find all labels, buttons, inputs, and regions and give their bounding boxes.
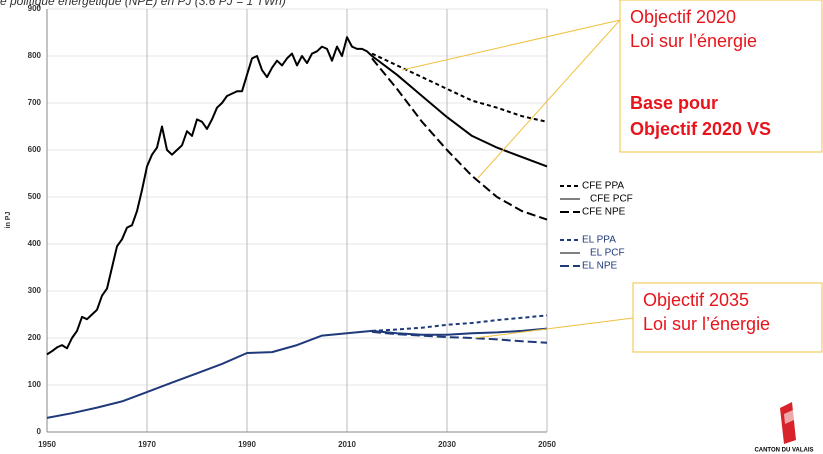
legend-label: CFE PCF [590, 194, 633, 205]
annotation-text: Objectif 2020 [630, 7, 736, 27]
x-tick-label: 2050 [538, 440, 556, 449]
annotation-text: Loi sur l’énergie [630, 31, 757, 51]
logo: CANTON DU VALAIS [754, 402, 814, 454]
legend-label: EL PCF [590, 248, 625, 259]
legend-label: EL NPE [582, 261, 618, 272]
legend-label: CFE PPA [582, 181, 624, 192]
y-tick-label: 300 [28, 286, 42, 295]
annotation-arrow [474, 317, 634, 339]
series-line [371, 57, 548, 221]
y-tick-label: 500 [28, 192, 42, 201]
x-tick-label: 2030 [438, 440, 456, 449]
y-tick-label: 900 [28, 4, 42, 13]
annotation-text: Loi sur l’énergie [643, 314, 770, 334]
series-line [371, 330, 548, 344]
logo-shield [780, 402, 796, 444]
y-tick-label: 800 [28, 51, 42, 60]
y-tick-label: 700 [28, 98, 42, 107]
annotation-arrow [477, 19, 621, 179]
annotation-box [619, 0, 823, 153]
x-tick-label: 2010 [338, 440, 356, 449]
legend-label: CFE NPE [582, 207, 626, 218]
annotation-bold-text: Objectif 2020 VS [630, 119, 771, 139]
y-tick-label: 600 [28, 145, 42, 154]
annotation-box [632, 282, 823, 353]
annotation-text: Objectif 2035 [643, 290, 749, 310]
series-line [46, 327, 548, 419]
y-tick-label: 100 [28, 380, 42, 389]
chart-title: e politique énergétique (NPE) en PJ (3.6… [0, 0, 286, 8]
annotation-bold-text: Base pour [630, 93, 718, 113]
series-line [46, 36, 548, 356]
legend-label: EL PPA [582, 235, 616, 246]
x-tick-label: 1990 [238, 440, 256, 449]
logo-text: CANTON DU VALAIS [754, 448, 813, 454]
y-tick-label: 400 [28, 239, 42, 248]
x-tick-label: 1950 [38, 440, 56, 449]
series-line [371, 314, 548, 332]
logo-detail [784, 410, 794, 424]
y-tick-label: 200 [28, 333, 42, 342]
series-line [371, 52, 548, 123]
y-axis-label: in PJ [5, 212, 12, 229]
annotation-arrow [401, 19, 621, 71]
x-tick-label: 1970 [138, 440, 156, 449]
y-tick-label: 0 [37, 427, 42, 436]
